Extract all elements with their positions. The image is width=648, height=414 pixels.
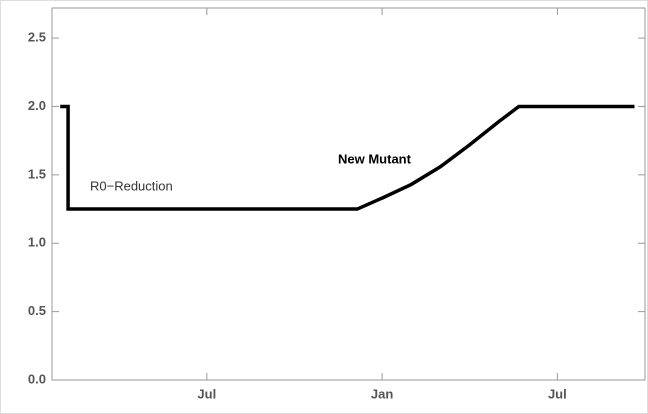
annotation: New Mutant [338,151,412,166]
y-tick-label: 2.5 [28,30,46,45]
x-tick-label: Jul [548,386,567,401]
y-tick-label: 1.0 [28,235,46,250]
line [60,104,635,211]
y-tick-label: 1.5 [28,166,46,181]
plot-frame [51,7,646,381]
y-tick-label: 0.5 [28,303,46,318]
x-tick-label: Jan [371,386,393,401]
x-tick-label: Jul [197,386,216,401]
y-tick-label: 0.0 [28,371,46,386]
annotation: R0−Reduction [90,178,173,193]
y-tick-label: 2.0 [28,98,46,113]
